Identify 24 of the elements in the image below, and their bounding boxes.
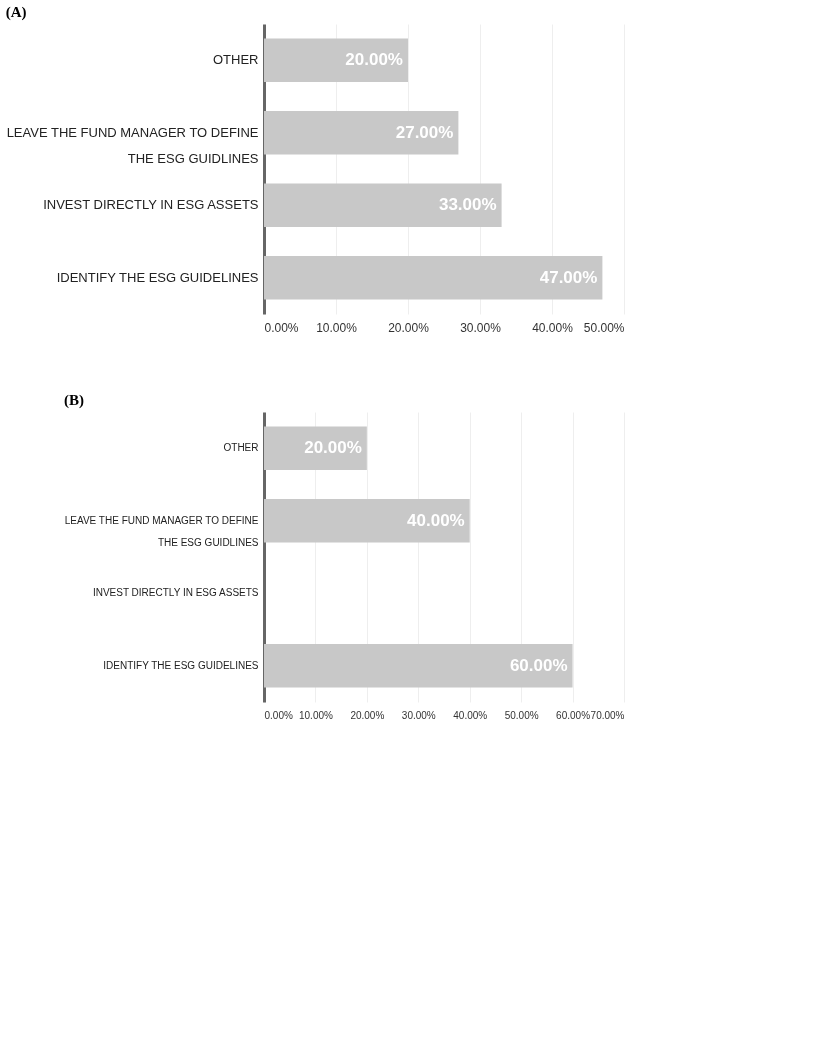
x-tick-label: 40.00% (532, 320, 574, 335)
text: (A) (5, 4, 27, 21)
x-tick-label: 10.00% (316, 320, 358, 335)
x-tick-label: 60.00% (556, 709, 591, 721)
x-tick-label: 40.00% (453, 709, 488, 721)
x-tick-label: 0.00% (264, 709, 293, 721)
y-tick-label: OTHER (213, 52, 259, 68)
y-tick-label: INVEST DIRECTLY IN ESG ASSETS (92, 587, 259, 599)
y-tick-label: IDENTIFY THE ESG GUIDELINES (103, 659, 259, 671)
y-tick-label: LEAVE THE FUND MANAGER TO DEFINE THE ESG GUIDLINES (64, 514, 259, 548)
text: (B) (63, 392, 84, 409)
x-tick-label: 50.00% (504, 709, 539, 721)
y-tick-label: LEAVE THE FUND MANAGER TO DEFINE THE ESG GUIDLINES (6, 124, 259, 166)
x-tick-label: 20.00% (388, 320, 430, 335)
y-tick-label: INVEST DIRECTLY IN ESG ASSETS (43, 197, 259, 213)
x-tick-label: 70.00% (590, 709, 625, 721)
y-tick-label: OTHER (223, 442, 259, 454)
x-tick-label: 30.00% (401, 709, 436, 721)
x-tick-label: 20.00% (350, 709, 385, 721)
x-tick-label: 50.00% (583, 320, 625, 335)
x-tick-label: 10.00% (298, 709, 333, 721)
x-tick-label: 0.00% (264, 320, 299, 335)
x-tick-label: 30.00% (460, 320, 502, 335)
y-tick-label: IDENTIFY THE ESG GUIDELINES (56, 269, 259, 285)
